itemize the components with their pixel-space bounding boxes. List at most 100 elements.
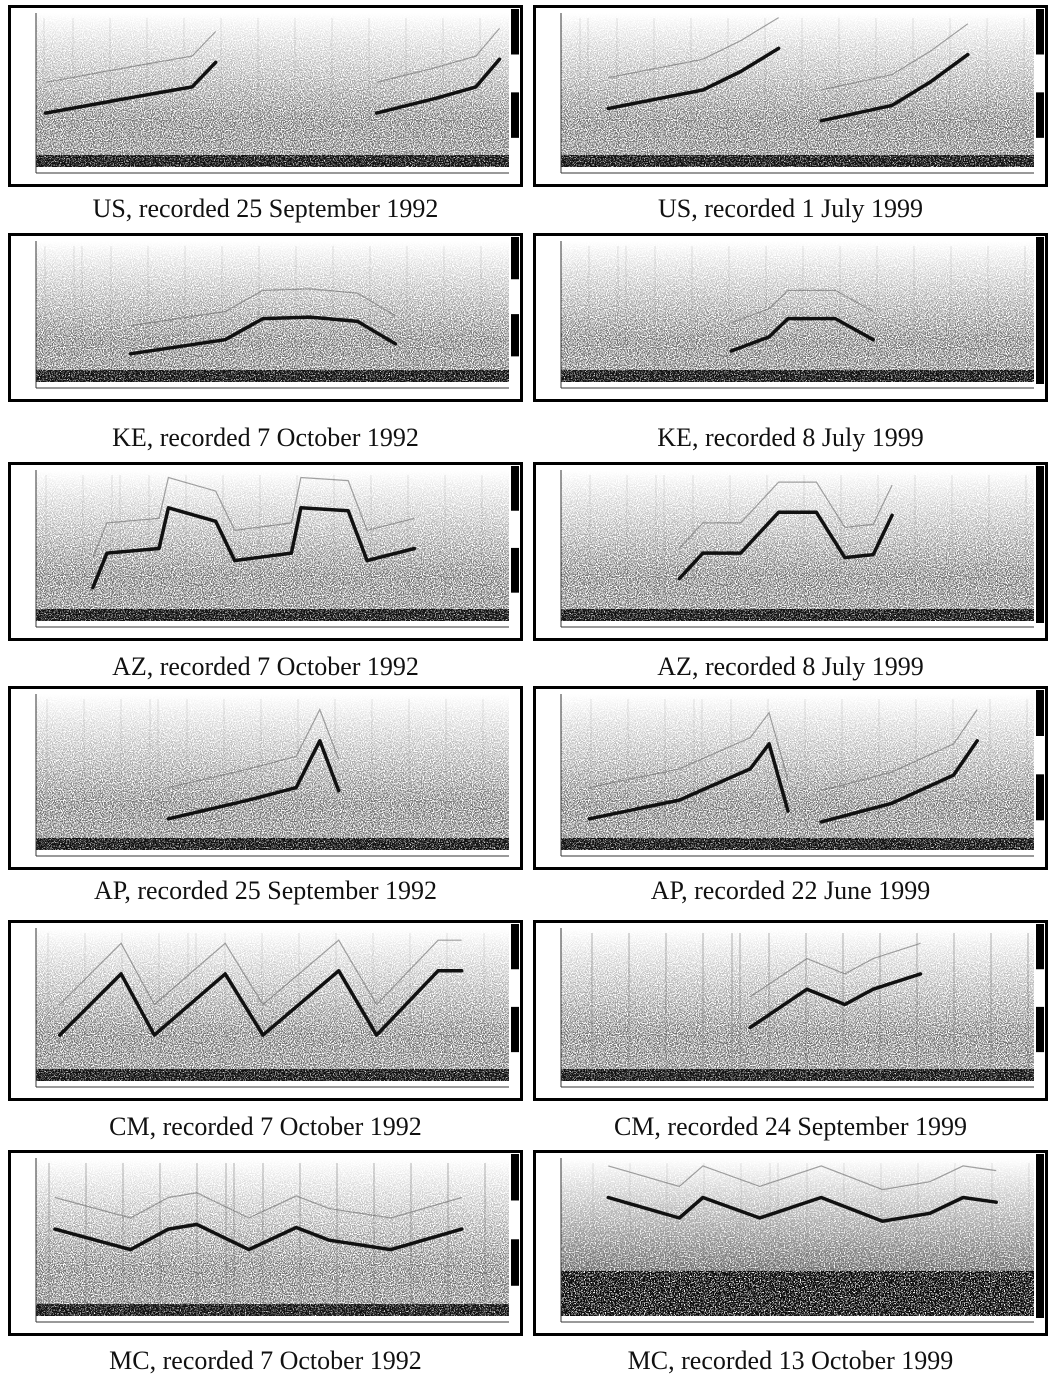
floor-noise [36,155,509,167]
caption: MC, recorded 13 October 1999 [627,1346,954,1375]
noise-fade [36,1158,509,1269]
harmonic [59,939,462,1006]
scale-bar [1036,690,1044,736]
border [8,5,523,187]
border [533,1150,1048,1336]
harmonic [92,476,415,558]
noise-fade [561,694,1034,804]
floor-noise [561,370,1034,382]
whistle-contour [729,316,875,353]
spectrogram [8,462,523,641]
scale-bar [1036,466,1044,623]
harmonic [589,711,789,789]
border [8,686,523,870]
harmonic [45,31,217,83]
floor-noise [561,1271,1034,1316]
floor-noise [36,609,509,621]
caption: US, recorded 1 July 1999 [657,194,923,223]
floor-noise [36,1304,509,1316]
scale-bar [1036,1154,1044,1318]
whistle-contour [43,60,218,115]
whistle-contour [587,742,790,821]
scale-bar [511,547,519,593]
noise-fade [36,694,509,804]
caption: AP, recorded 25 September 1992 [94,876,437,905]
harmonic [678,481,893,549]
caption: AZ, recorded 7 October 1992 [112,652,419,681]
spectrogram [8,233,523,402]
border [533,233,1048,402]
noise-fade [36,13,509,121]
caption: KE, recorded 7 October 1992 [112,423,419,452]
border [8,233,523,402]
whistle-contour [606,1195,998,1223]
harmonic [608,17,779,79]
floor-noise [561,155,1034,167]
harmonic [821,23,969,91]
spectrogram [8,1150,523,1336]
border [533,5,1048,187]
spectrogram [533,462,1048,641]
floor-noise [36,370,509,382]
scale-bar [1036,237,1044,384]
spectrogram [8,5,523,187]
harmonic [168,708,340,789]
spectrogram [533,686,1048,870]
floor-noise [561,838,1034,850]
scale-bar [1036,774,1044,821]
whistle-contour [819,52,970,123]
caption: CM, recorded 7 October 1992 [109,1112,422,1141]
caption: KE, recorded 8 July 1999 [657,423,924,452]
whistle-contour [374,57,502,115]
spectrogram [8,686,523,870]
scale-bar [511,9,519,55]
border [533,920,1048,1101]
spectrogram [533,920,1048,1101]
spectrogram [533,5,1048,187]
border [533,686,1048,870]
floor-noise [36,1069,509,1081]
border [533,462,1048,641]
scale-bar [1036,1006,1044,1053]
caption: CM, recorded 24 September 1999 [613,1112,968,1141]
border [8,462,523,641]
whistle-contour [677,510,894,581]
whistle-contour [91,506,417,590]
noise-fade [36,470,509,576]
noise-fade [561,470,1034,576]
whistle-contour [57,969,464,1037]
scale-bar [1036,9,1044,55]
scale-bar [511,1239,519,1286]
whistle-contour [53,1222,464,1252]
noise-fade [561,1158,1034,1269]
noise-fade [36,928,509,1036]
floor-noise [561,1069,1034,1081]
harmonic [749,942,921,998]
scale-bar [511,1154,519,1201]
scale-bar [511,314,519,357]
harmonic [608,1165,997,1191]
caption: AP, recorded 22 June 1999 [650,876,931,905]
harmonic [376,28,500,83]
scale-bar [511,237,519,280]
spectrogram [533,233,1048,402]
whistle-contour [606,46,781,111]
harmonic [821,709,978,792]
scale-bar [511,466,519,511]
noise-fade [561,928,1034,1036]
spectrogram [533,1150,1048,1336]
whistle-contour [166,739,341,821]
whistle-contour [819,739,979,824]
scale-bar [511,92,519,138]
floor-noise [36,838,509,850]
harmonic [130,288,396,327]
scale-bar [511,924,519,970]
scale-bar [1036,924,1044,970]
caption: MC, recorded 7 October 1992 [109,1346,422,1375]
whistle-contour [128,315,398,356]
caption: AZ, recorded 8 July 1999 [657,652,924,681]
floor-noise [561,609,1034,621]
caption: US, recorded 25 September 1992 [92,194,439,223]
harmonic [731,289,874,324]
